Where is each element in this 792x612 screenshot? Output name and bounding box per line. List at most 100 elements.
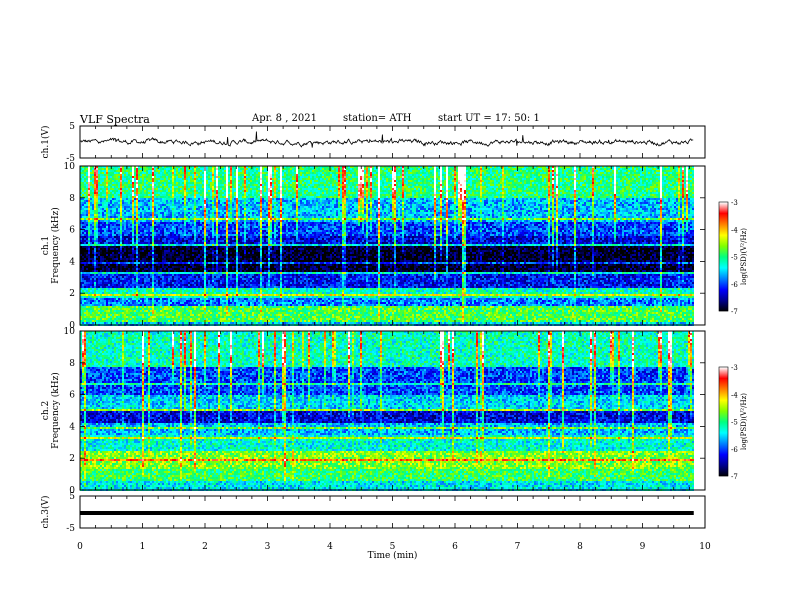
spectrogram-cell [120, 174, 122, 176]
spectrogram-cell [206, 172, 208, 174]
spectrogram-cell [284, 180, 286, 182]
spectrogram-cell [148, 176, 150, 178]
spectrogram-cell [230, 170, 232, 172]
spectrogram-cell [470, 172, 472, 174]
spectrogram-cell [164, 174, 166, 176]
spectrogram-cell [304, 174, 306, 176]
spectrogram-cell [516, 178, 518, 180]
spectrogram-cell [596, 176, 598, 178]
spectrogram-cell [434, 170, 436, 172]
spectrogram-cell [256, 170, 258, 172]
spectrogram-cell [340, 174, 342, 176]
spectrogram-cell [164, 168, 166, 170]
spectrogram-cell [286, 172, 288, 174]
spectrogram-cell [370, 170, 372, 172]
spectrogram-cell [110, 176, 112, 178]
spectrogram-cell [332, 176, 334, 178]
spectrogram-cell [542, 178, 544, 180]
spectrogram-cell [208, 172, 210, 174]
spectrogram-cell [558, 172, 560, 174]
spectrogram-cell [184, 178, 186, 180]
spectrogram-cell [432, 170, 434, 172]
spectrogram-cell [540, 174, 542, 176]
spectrogram-cell [108, 178, 110, 180]
spectrogram-cell [360, 178, 362, 180]
spectrogram-cell [378, 172, 380, 174]
spectrogram-cell [360, 174, 362, 176]
spectrogram-cell [94, 176, 96, 178]
spectrogram-cell [588, 168, 590, 170]
spectrogram-cell [280, 168, 282, 170]
spectrogram-cell [666, 170, 668, 172]
spectrogram-cell [248, 172, 250, 174]
spectrogram-cell [660, 168, 662, 170]
spectrogram-cell [614, 174, 616, 176]
spectrogram-cell [390, 178, 392, 180]
spectrogram-cell [248, 174, 250, 176]
spectrogram-cell [364, 174, 366, 176]
spectrogram-cell [348, 178, 350, 180]
spectrogram-cell [156, 174, 158, 176]
spectrogram-cell [144, 178, 146, 180]
spectrogram-cell [320, 178, 322, 180]
spectrogram-cell [526, 170, 528, 172]
spectrogram-cell [358, 170, 360, 172]
spectrogram-cell [646, 176, 648, 178]
spectrogram-cell [270, 176, 272, 178]
spectrogram-cell [246, 176, 248, 178]
spectrogram-cell [444, 176, 446, 178]
spectrogram-cell [190, 180, 192, 182]
spectrogram-cell [126, 176, 128, 178]
spectrogram-cell [186, 178, 188, 180]
spectrogram-cell [164, 172, 166, 174]
spectrogram-cell [488, 172, 490, 174]
spectrogram-cell [334, 170, 336, 172]
spectrogram-cell [596, 168, 598, 170]
spectrogram-cell [374, 180, 376, 182]
spectrogram-cell [676, 176, 678, 178]
spectrogram-cell [362, 178, 364, 180]
spectrogram-cell [362, 180, 364, 182]
spectrogram-cell [308, 180, 310, 182]
spectrogram-cell [544, 174, 546, 176]
spectrogram-cell [446, 180, 448, 182]
spectrogram-cell [428, 180, 430, 182]
spectrogram-cell [256, 176, 258, 178]
spectrogram-cell [250, 174, 252, 176]
spectrogram-cell [116, 178, 118, 180]
spectrogram-cell [558, 176, 560, 178]
spectrogram-cell [684, 172, 686, 174]
spectrogram-cell [218, 174, 220, 176]
spectrogram-cell [166, 168, 168, 170]
spectrogram-cell [302, 178, 304, 180]
spectrogram-cell [224, 172, 226, 174]
spectrogram-cell [124, 178, 126, 180]
spectrogram-cell [258, 174, 260, 176]
spectrogram-cell [472, 178, 474, 180]
spectrogram-cell [608, 174, 610, 176]
spectrogram-cell [286, 180, 288, 182]
spectrogram-cell [176, 172, 178, 174]
spectrogram-cell [286, 170, 288, 172]
spectrogram-cell [156, 170, 158, 172]
spectrogram-cell [224, 174, 226, 176]
spectrogram-cell [128, 176, 130, 178]
spectrogram-cell [420, 174, 422, 176]
spectrogram-cell [440, 168, 442, 170]
spectrogram-cell [576, 178, 578, 180]
spectrogram-cell [362, 172, 364, 174]
spectrogram-cell [498, 172, 500, 174]
spectrogram-cell [386, 176, 388, 178]
spectrogram-cell [166, 172, 168, 174]
spectrogram-cell [536, 174, 538, 176]
spectrogram-cell [444, 174, 446, 176]
spectrogram-cell [314, 178, 316, 180]
spectrogram-cell [258, 176, 260, 178]
spectrogram-cell [328, 174, 330, 176]
spectrogram-cell [440, 174, 442, 176]
spectrogram-cell [536, 178, 538, 180]
spectrogram-cell [392, 172, 394, 174]
spectrogram-cell [530, 176, 532, 178]
spectrogram-cell [238, 168, 240, 170]
spectrogram-cell [270, 174, 272, 176]
